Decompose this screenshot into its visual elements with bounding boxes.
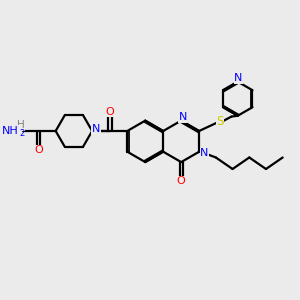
- Text: O: O: [34, 145, 43, 155]
- Text: NH: NH: [2, 126, 19, 136]
- Text: N: N: [178, 112, 187, 122]
- Text: 2: 2: [20, 129, 25, 138]
- Text: S: S: [217, 115, 224, 128]
- Text: N: N: [234, 73, 242, 83]
- Text: N: N: [200, 148, 208, 158]
- Text: H: H: [17, 120, 25, 130]
- Text: O: O: [177, 176, 186, 186]
- Text: N: N: [92, 124, 100, 134]
- Text: O: O: [106, 107, 114, 117]
